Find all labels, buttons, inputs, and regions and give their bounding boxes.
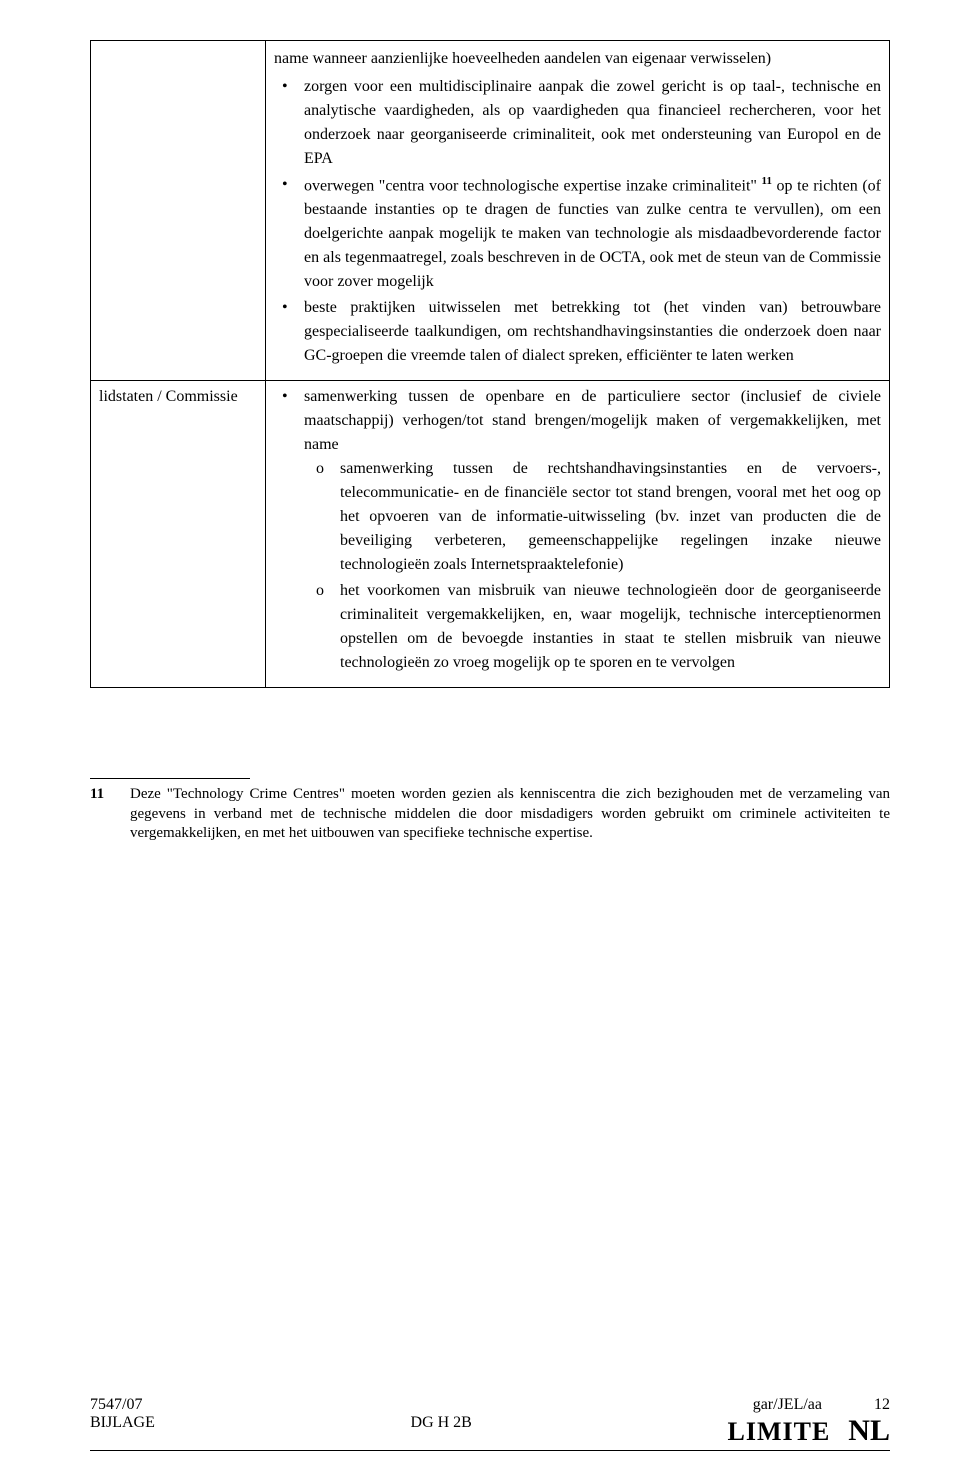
limite-label: LIMITE — [727, 1417, 830, 1447]
subitem-prevent-misuse: het voorkomen van misbruik van nieuwe te… — [304, 579, 881, 675]
ref-code: gar/JEL/aa — [753, 1396, 822, 1413]
subitem-law-enforcement: samenwerking tussen de rechtshandhavings… — [304, 457, 881, 577]
bullet-technology-centres: overwegen "centra voor technologische ex… — [274, 173, 881, 294]
page-footer: 7547/07 BIJLAGE DG H 2B gar/JEL/aa 12 LI… — [90, 1396, 890, 1451]
row2-right-cell: samenwerking tussen de openbare en de pa… — [266, 381, 890, 688]
bullet-cooperation-text: samenwerking tussen de openbare en de pa… — [304, 388, 881, 453]
intro-paragraph: name wanneer aanzienlijke hoeveelheden a… — [274, 47, 881, 71]
bullet-best-practices: beste praktijken uitwisselen met betrekk… — [274, 296, 881, 368]
bullet-multidisciplinary: zorgen voor een multidisciplinaire aanpa… — [274, 75, 881, 171]
footnotes-section: 11 Deze "Technology Crime Centres" moete… — [90, 778, 890, 844]
row1-right-cell: name wanneer aanzienlijke hoeveelheden a… — [266, 41, 890, 381]
footnote-rule — [90, 778, 250, 779]
bullet-cooperation: samenwerking tussen de openbare en de pa… — [274, 385, 881, 675]
annex-label: BIJLAGE — [90, 1414, 155, 1432]
footnote-number: 11 — [90, 786, 104, 802]
nl-label: NL — [848, 1414, 890, 1448]
footnote-text: Deze "Technology Crime Centres" moeten w… — [130, 785, 890, 844]
row1-left-cell — [91, 41, 266, 381]
page-number: 12 — [874, 1396, 890, 1413]
dg-label: DG H 2B — [411, 1414, 472, 1432]
footnote-11: 11 Deze "Technology Crime Centres" moete… — [90, 785, 890, 844]
doc-number: 7547/07 — [90, 1396, 155, 1414]
bullet2-text-a: overwegen "centra voor technologische ex… — [304, 177, 762, 194]
policy-table: name wanneer aanzienlijke hoeveelheden a… — [90, 40, 890, 688]
footnote-ref-11: 11 — [762, 175, 772, 187]
row2-left-cell: lidstaten / Commissie — [91, 381, 266, 688]
